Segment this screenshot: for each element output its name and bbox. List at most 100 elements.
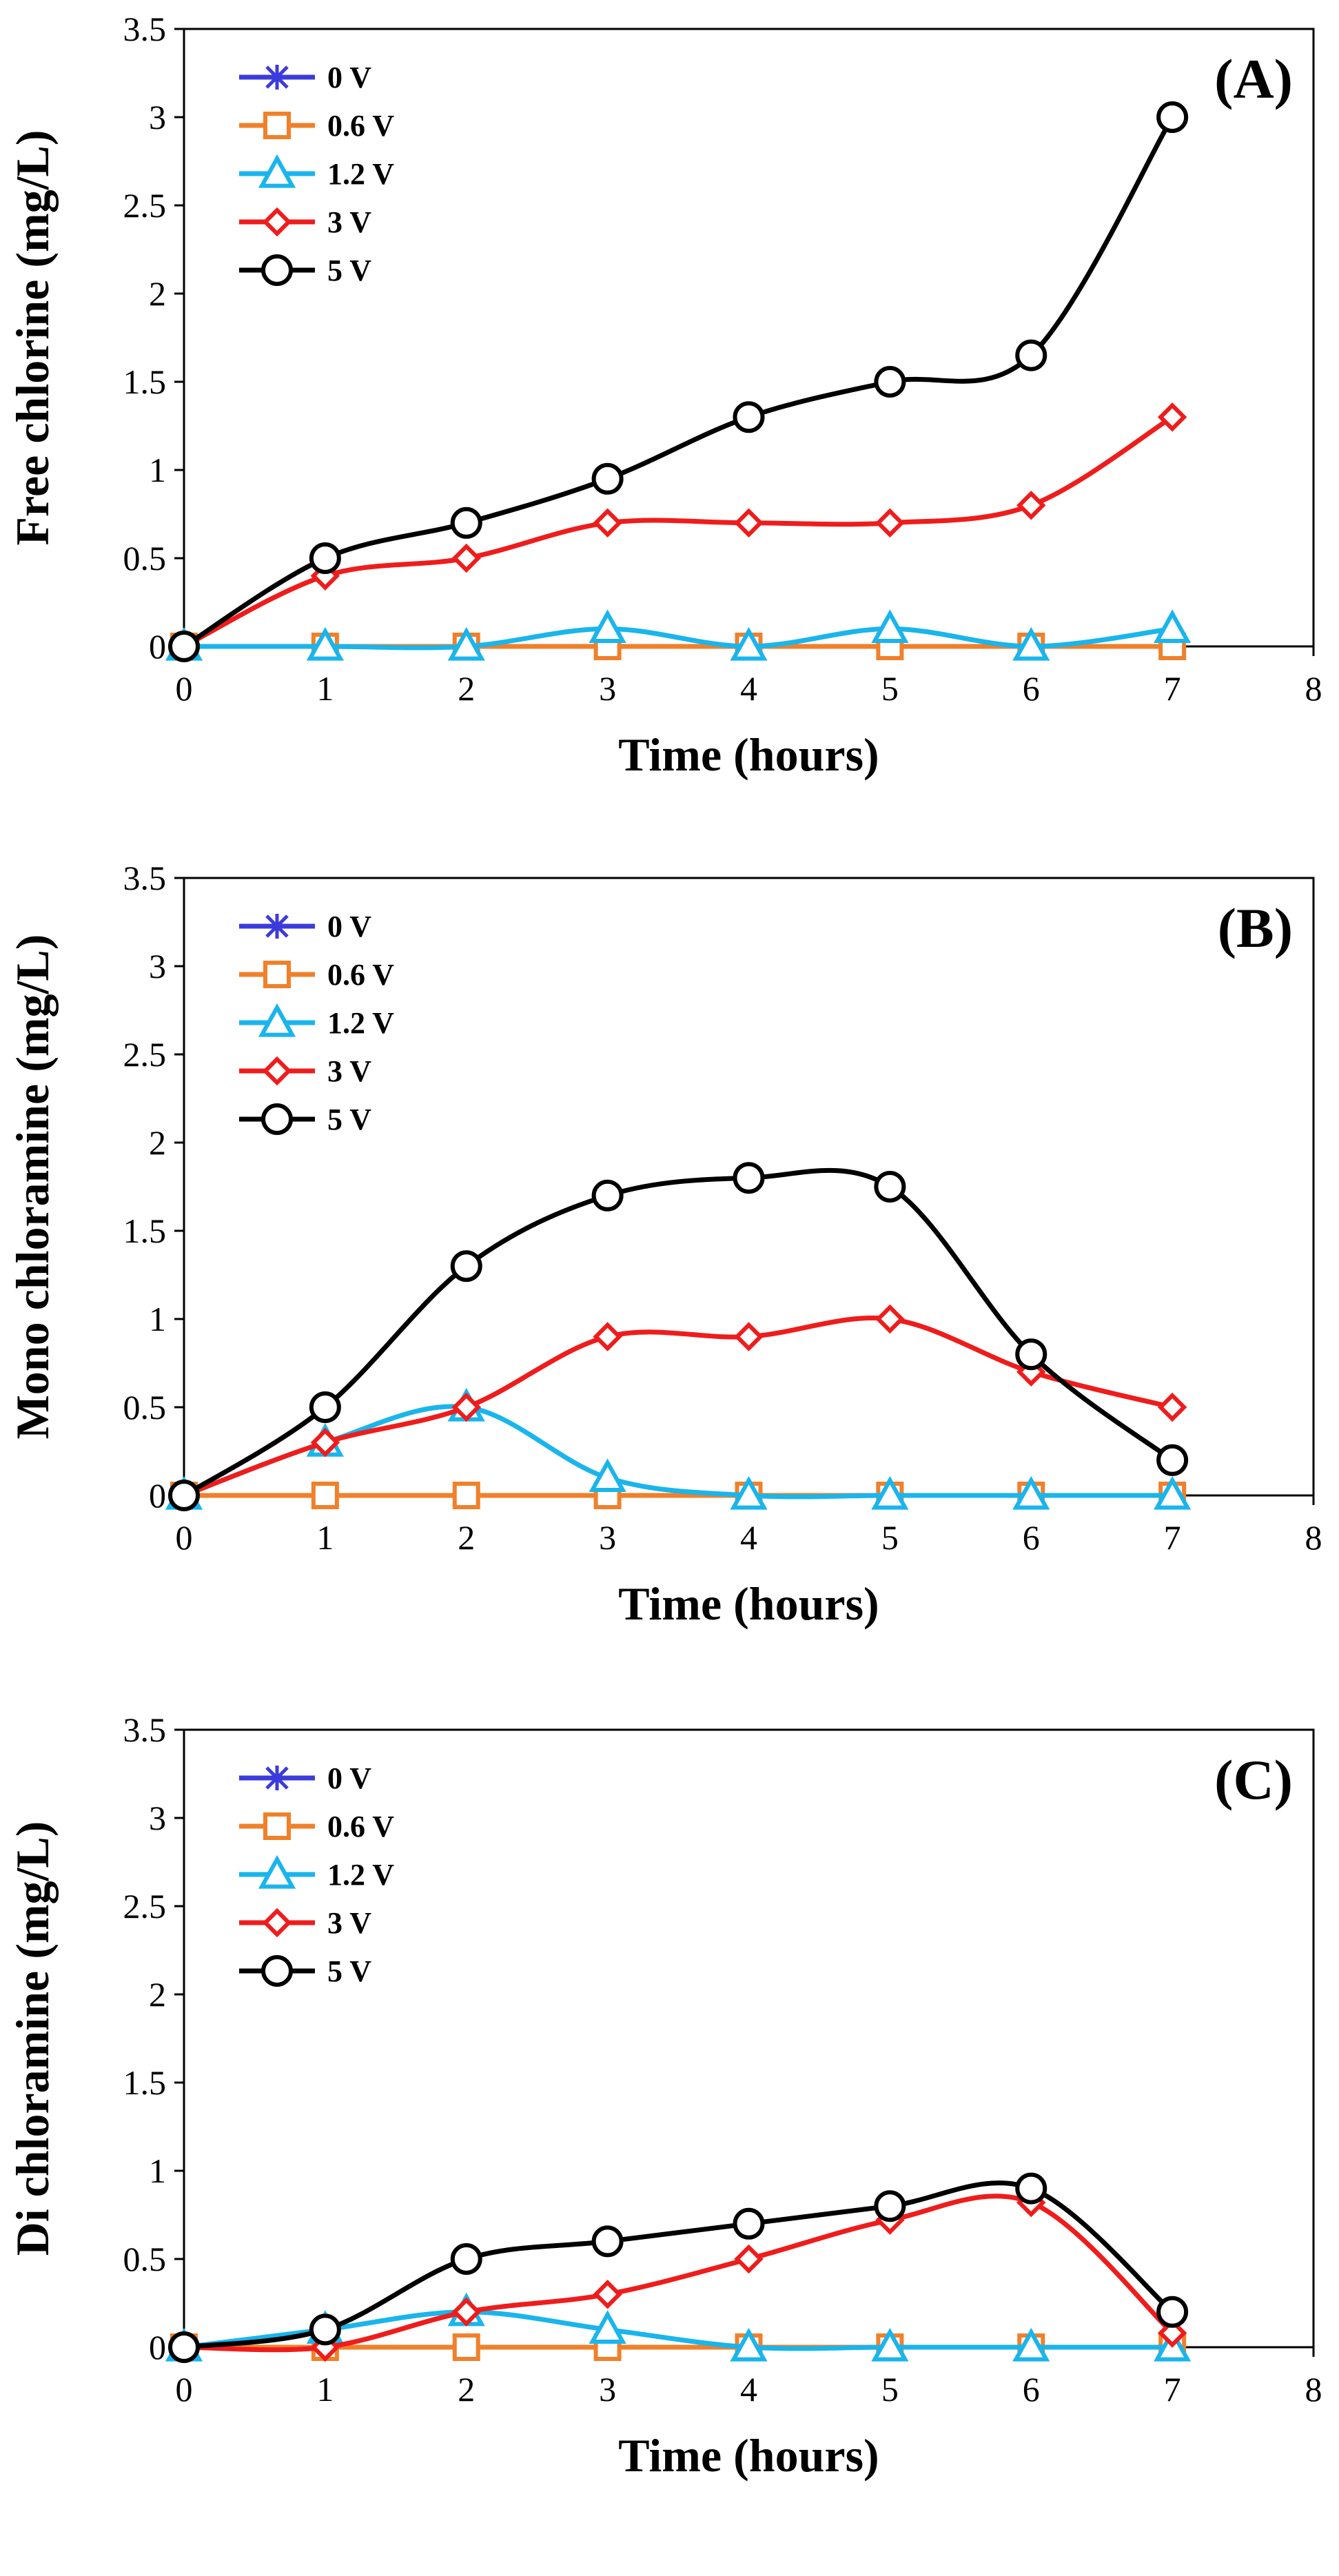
- data-point: [1156, 2296, 1189, 2328]
- panel-label: (B): [1218, 897, 1293, 959]
- legend-item: 3 V: [239, 205, 371, 239]
- legend-marker: [265, 914, 289, 939]
- x-tick-label: 1: [316, 669, 334, 708]
- data-point: [730, 1475, 768, 1510]
- y-tick-label: 1: [149, 1300, 166, 1338]
- legend-label: 0 V: [327, 1761, 371, 1795]
- legend-marker: [265, 65, 289, 90]
- data-point: [452, 2333, 480, 2361]
- series-line: [183, 1315, 1173, 1498]
- y-tick-label: 0: [149, 627, 166, 666]
- chart-panel-3: 0 0.5 1 1.5 2 2.5 3 3.5 0 1 2 3 4 5 6 7 8 Time (hours) Di …: [6, 1710, 1322, 2482]
- x-tick-label: 6: [1023, 1518, 1040, 1557]
- legend-item: 5 V: [239, 254, 371, 287]
- data-point: [1156, 1444, 1189, 1476]
- y-tick-label: 1.5: [123, 362, 167, 401]
- y-axis-title: Free chlorine (mg/L): [6, 130, 59, 545]
- y-tick-label: 3: [149, 1799, 166, 1837]
- chart-panel-2: 0 0.5 1 1.5 2 2.5 3 3.5 0 1 2 3 4 5 6 7 8 Time (hours) Mon…: [6, 859, 1322, 1630]
- legend-item: 0.6 V: [239, 958, 394, 992]
- legend-label: 0 V: [327, 910, 371, 943]
- x-tick-label: 2: [458, 1518, 475, 1557]
- legend-item: 0 V: [239, 61, 371, 94]
- legend-item: 5 V: [239, 1103, 371, 1136]
- legend-marker: [261, 1955, 293, 1987]
- y-tick-label: 2.5: [123, 1887, 167, 1925]
- series-1-2-V: [165, 609, 1192, 661]
- legend-label: 5 V: [327, 1103, 371, 1136]
- x-tick-label: 0: [176, 2370, 193, 2409]
- series-line: [183, 1167, 1174, 1497]
- data-point: [734, 2244, 764, 2274]
- data-point: [1012, 2327, 1050, 2362]
- data-point: [733, 1162, 765, 1194]
- data-point: [589, 1458, 626, 1492]
- x-tick-label: 5: [881, 669, 899, 708]
- data-point: [1015, 2172, 1047, 2205]
- data-point: [591, 462, 624, 495]
- series-line: [183, 415, 1174, 649]
- data-point: [593, 508, 622, 538]
- x-tick-label: 8: [1305, 669, 1322, 708]
- x-tick-label: 6: [1023, 2370, 1040, 2409]
- data-point: [730, 2327, 768, 2362]
- x-tick-label: 4: [740, 669, 757, 708]
- y-tick-label: 1.5: [123, 1212, 167, 1250]
- legend-item: 0 V: [239, 910, 371, 943]
- legend-marker: [263, 1812, 291, 1840]
- y-axis-title: Mono chloramine (mg/L): [6, 934, 59, 1440]
- y-tick-label: 2: [149, 1975, 166, 2014]
- data-point: [589, 2310, 626, 2344]
- legend-item: 0 V: [239, 1761, 371, 1795]
- legend-item: 1.2 V: [239, 154, 394, 191]
- x-tick-label: 0: [176, 1518, 193, 1557]
- legend-item: 1.2 V: [239, 1003, 394, 1040]
- legend: 0 V 0.6 V 1.2 V 3 V 5 V: [239, 61, 394, 287]
- chart-panel-1: 0 0.5 1 1.5 2 2.5 3 3.5 0 1 2 3 4 5 6 7 8 Time (hours) Fre…: [6, 10, 1322, 781]
- legend-item: 0.6 V: [239, 1810, 394, 1843]
- data-point: [309, 1391, 341, 1423]
- legend-marker: [262, 1908, 292, 1938]
- y-tick-label: 2.5: [123, 1035, 167, 1074]
- data-point: [310, 1427, 340, 1458]
- y-tick-label: 2: [149, 274, 166, 313]
- legend-label: 0.6 V: [327, 109, 394, 143]
- x-tick-label: 5: [881, 2370, 899, 2409]
- legend-label: 0.6 V: [327, 958, 394, 992]
- data-point: [1156, 101, 1189, 133]
- y-tick-label: 0: [149, 1476, 166, 1515]
- legend-marker: [262, 207, 292, 237]
- legend-label: 0.6 V: [327, 1810, 394, 1843]
- legend-marker: [262, 1056, 292, 1086]
- data-point: [1016, 490, 1046, 520]
- legend-marker: [258, 154, 296, 188]
- legend-label: 1.2 V: [327, 1858, 394, 1892]
- data-point: [451, 2297, 481, 2327]
- series-5-V: [168, 1162, 1189, 1511]
- data-point: [874, 366, 906, 398]
- y-tick-label: 2.5: [123, 186, 167, 225]
- x-tick-label: 5: [881, 1518, 899, 1557]
- legend-marker: [261, 1103, 293, 1135]
- x-tick-label: 4: [740, 1518, 757, 1557]
- legend-marker: [258, 1854, 296, 1889]
- legend-item: 0.6 V: [239, 109, 394, 143]
- y-tick-label: 3.5: [123, 10, 167, 48]
- data-point: [871, 1475, 909, 1510]
- legend-label: 1.2 V: [327, 1006, 394, 1040]
- legend-label: 3 V: [327, 1906, 371, 1940]
- x-tick-label: 3: [599, 669, 616, 708]
- data-point: [589, 609, 626, 643]
- data-point: [875, 508, 905, 538]
- data-point: [871, 2327, 909, 2362]
- data-point: [451, 1392, 481, 1422]
- data-point: [1154, 1475, 1192, 1510]
- y-tick-label: 0: [149, 2328, 166, 2367]
- x-axis-title: Time (hours): [618, 1577, 879, 1630]
- y-tick-label: 3: [149, 98, 166, 136]
- y-tick-label: 1: [149, 2151, 166, 2190]
- x-tick-label: 4: [740, 2370, 757, 2409]
- y-tick-label: 1: [149, 451, 166, 489]
- x-tick-label: 7: [1164, 1518, 1181, 1557]
- panel-label: (C): [1214, 1748, 1293, 1811]
